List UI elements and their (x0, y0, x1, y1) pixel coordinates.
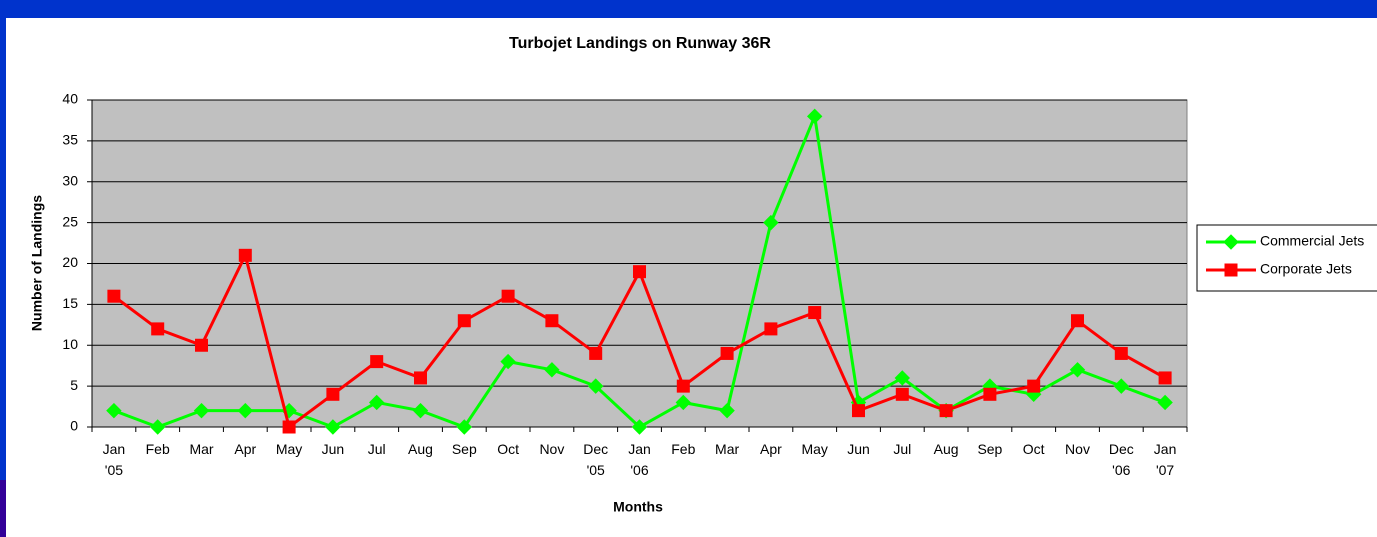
data-point (852, 404, 865, 418)
legend: Commercial Jets Corporate Jets (1196, 224, 1377, 292)
data-point (1113, 378, 1130, 394)
x-tick-label: Jul (368, 441, 386, 457)
data-point (983, 387, 997, 401)
data-point (764, 322, 778, 336)
y-tick-label: 35 (62, 132, 78, 148)
x-tick-label: Dec '05 (583, 441, 608, 478)
data-point (370, 355, 384, 369)
data-point (1157, 394, 1173, 411)
data-point (151, 322, 165, 336)
x-tick-label: Aug (408, 441, 433, 457)
data-point (631, 419, 648, 435)
data-point (806, 108, 823, 125)
legend-marker (1224, 263, 1238, 277)
x-tick-label: Jun (322, 441, 345, 457)
legend-label: Commercial Jets (1260, 233, 1364, 249)
data-point (895, 387, 909, 401)
data-point (107, 289, 121, 303)
data-point (633, 265, 646, 279)
legend-label: Corporate Jets (1260, 261, 1352, 277)
data-point (500, 353, 516, 370)
frame-corner (0, 480, 6, 537)
data-point (149, 419, 166, 435)
data-point (545, 314, 559, 328)
data-point (325, 419, 341, 435)
x-tick-label: Mar (715, 441, 739, 457)
data-point (412, 402, 429, 419)
data-point (589, 346, 603, 360)
data-point (195, 338, 208, 352)
x-tick-label: Jan '06 (628, 441, 651, 478)
legend-box (1196, 224, 1377, 292)
y-tick-label: 10 (62, 336, 78, 352)
x-tick-label: Oct (497, 441, 519, 457)
data-point (501, 289, 515, 303)
x-tick-label: Oct (1023, 441, 1045, 457)
data-point (719, 402, 735, 419)
y-tick-label: 15 (62, 295, 78, 311)
x-tick-label: Aug (934, 441, 959, 457)
data-point (544, 362, 560, 378)
data-point (808, 306, 822, 320)
x-tick-label: May (276, 441, 302, 457)
data-point (193, 402, 210, 419)
data-point (414, 371, 427, 385)
data-point (676, 379, 690, 393)
data-point (106, 402, 122, 419)
data-point (894, 370, 911, 386)
data-point (939, 404, 953, 418)
y-axis-title: Number of Landings (29, 195, 45, 331)
x-tick-label: May (801, 441, 827, 457)
x-tick-label: Jan '05 (103, 441, 126, 478)
data-point (675, 394, 692, 411)
x-axis-title: Months (613, 499, 663, 515)
data-point (1069, 362, 1086, 378)
data-point (1071, 314, 1084, 328)
data-point (368, 394, 385, 411)
y-tick-label: 30 (62, 172, 78, 188)
x-tick-label: Apr (234, 441, 256, 457)
x-tick-label: Jan '07 (1154, 441, 1177, 478)
x-tick-label: Sep (452, 441, 477, 457)
x-tick-label: Apr (760, 441, 782, 457)
data-point (282, 420, 296, 434)
data-point (456, 419, 473, 435)
data-point (1114, 346, 1128, 360)
y-tick-label: 0 (70, 418, 78, 434)
x-tick-label: Sep (977, 441, 1002, 457)
x-tick-label: Feb (671, 441, 695, 457)
data-point (1158, 371, 1172, 385)
chart-title: Turbojet Landings on Runway 36R (509, 35, 771, 52)
data-point (587, 378, 604, 394)
data-point (238, 248, 252, 262)
x-tick-label: Jun (847, 441, 870, 457)
x-tick-label: Jul (893, 441, 911, 457)
y-tick-label: 40 (62, 91, 78, 107)
y-tick-label: 20 (62, 254, 78, 270)
x-tick-label: Feb (146, 441, 170, 457)
y-tick-label: 25 (62, 213, 78, 229)
data-point (457, 314, 471, 328)
data-point (763, 214, 779, 231)
legend-marker (1223, 234, 1239, 250)
y-tick-label: 5 (70, 377, 78, 393)
x-tick-label: Dec '06 (1109, 441, 1134, 478)
x-tick-label: Mar (189, 441, 213, 457)
x-tick-label: Nov (539, 441, 564, 457)
data-point (237, 402, 254, 419)
data-point (326, 387, 340, 401)
data-point (1027, 379, 1041, 393)
x-tick-label: Nov (1065, 441, 1090, 457)
data-point (720, 346, 734, 360)
